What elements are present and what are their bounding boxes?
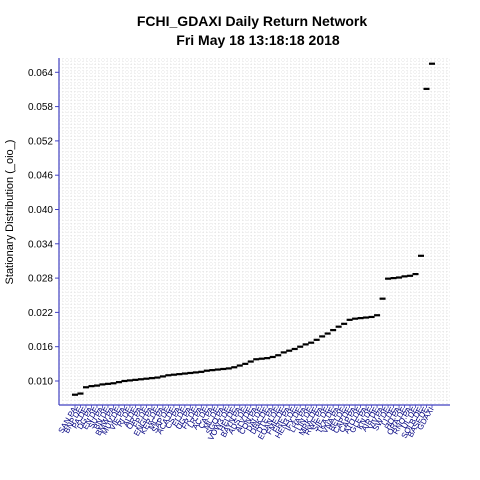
y-tick-label: 0.034 — [28, 239, 53, 250]
y-tick-label: 0.052 — [28, 136, 53, 147]
y-tick-labels: 0.010 0.016 0.022 0.028 0.034 0.040 0.046 0.052… — [28, 68, 59, 387]
chart-title-group: FCHI_GDAXI Daily Return Network Fri May … — [137, 13, 367, 48]
grid-lines — [59, 58, 450, 405]
y-tick-label: 0.016 — [28, 342, 53, 353]
y-tick-label: 0.064 — [28, 68, 53, 79]
y-tick-label: 0.040 — [28, 205, 53, 216]
x-tick-labels: SAN.PABNP.DEPA.DEDG.PAEN.DESU.PABN.DEBMW… — [57, 405, 436, 442]
y-tick-label: 0.022 — [28, 308, 53, 319]
y-tick-label: 0.058 — [28, 102, 53, 113]
chart-subtitle: Fri May 18 13:18:18 2018 — [176, 32, 340, 48]
y-tick-label: 0.028 — [28, 274, 53, 285]
data-points — [72, 62, 435, 396]
y-tick-label: 0.046 — [28, 171, 53, 182]
y-axis-label: Stationary Distribution (_oio_) — [4, 140, 16, 285]
y-tick-label: 0.010 — [28, 376, 53, 387]
chart-title: FCHI_GDAXI Daily Return Network — [137, 13, 367, 29]
